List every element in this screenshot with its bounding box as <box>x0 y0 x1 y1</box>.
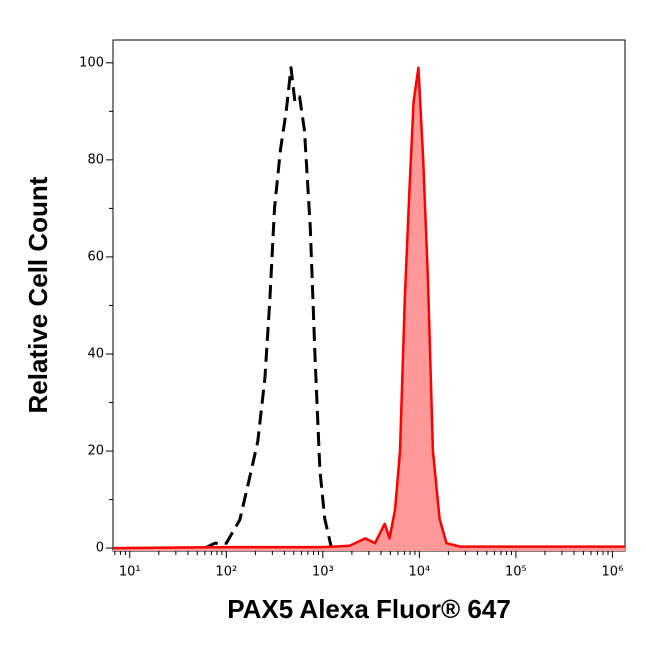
y-tick-label: 20 <box>87 444 104 459</box>
area <box>113 67 625 551</box>
x-axis-label: PAX5 Alexa Fluor® 647 <box>227 594 511 624</box>
x-tick-label: 10⁶ <box>602 565 624 580</box>
x-tick-label: 10¹ <box>119 565 141 580</box>
y-tick-label: 100 <box>79 55 104 70</box>
y-tick-label: 0 <box>96 541 104 556</box>
x-tick-label: 10² <box>215 565 237 580</box>
x-tick-label: 10³ <box>312 565 334 580</box>
x-tick-label: 10⁴ <box>408 565 430 580</box>
y-tick-label: 80 <box>87 152 104 167</box>
y-tick-label: 40 <box>87 346 104 361</box>
plot-frame <box>112 39 626 552</box>
y-tick-label: 60 <box>87 249 104 264</box>
x-tick-label: 10⁵ <box>505 565 527 580</box>
line <box>112 66 625 550</box>
line <box>204 66 333 550</box>
y-axis-label: Relative Cell Count <box>23 176 53 413</box>
